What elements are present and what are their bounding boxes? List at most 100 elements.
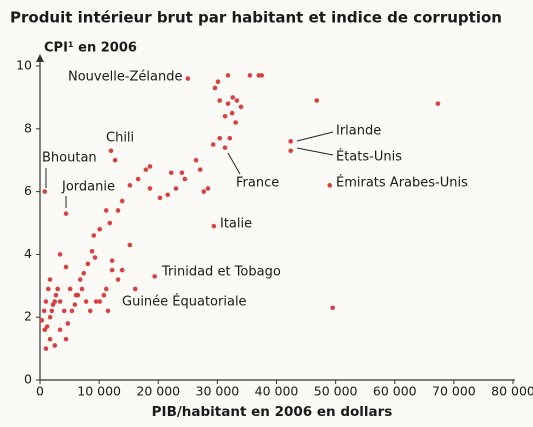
point: [72, 302, 78, 307]
point: [69, 308, 75, 314]
point: [127, 242, 133, 248]
point: [49, 308, 55, 314]
annotation-arrows: [45, 131, 334, 208]
point: [330, 305, 335, 311]
point: [93, 299, 99, 304]
point: [97, 226, 103, 232]
point: [259, 73, 265, 78]
point: [42, 189, 48, 194]
annotation: Italie: [220, 217, 252, 232]
annotation: Émirats Arabes-Unis: [336, 175, 468, 191]
point: [119, 267, 125, 273]
point: [103, 286, 109, 292]
point: [211, 223, 217, 229]
point: [233, 120, 239, 125]
x-tick-label: 0: [36, 384, 44, 399]
arrow: [227, 152, 241, 175]
point: [227, 135, 233, 141]
point: [43, 346, 49, 351]
point: [157, 195, 163, 201]
point: [101, 292, 107, 298]
point: [57, 327, 63, 333]
point: [63, 264, 69, 270]
point: [152, 274, 158, 279]
point: [81, 270, 87, 276]
point: [77, 277, 83, 282]
point: [83, 299, 89, 304]
arrow: [296, 131, 334, 142]
point: [210, 142, 216, 147]
x-tick-label: 60 000: [373, 384, 417, 399]
point: [45, 286, 51, 292]
point: [67, 286, 73, 292]
point: [215, 79, 221, 84]
point: [55, 286, 61, 292]
point: [119, 198, 125, 204]
arrow: [296, 147, 334, 156]
x-tick-label: 30 000: [196, 384, 240, 399]
point: [63, 336, 69, 342]
point: [225, 73, 231, 78]
point: [79, 286, 85, 292]
chart-title: Produit intérieur brut par habitant et i…: [10, 9, 502, 27]
point: [201, 189, 207, 194]
point: [229, 110, 235, 116]
point: [91, 233, 97, 238]
point: [63, 211, 69, 216]
point: [288, 139, 293, 144]
point: [238, 104, 244, 110]
point: [105, 308, 111, 314]
point: [109, 267, 115, 273]
point: [217, 98, 223, 103]
annotation: Chili: [106, 131, 134, 146]
point: [168, 170, 174, 176]
annotation: Guinée Équatoriale: [122, 294, 247, 310]
x-tick-label: 40 000: [255, 384, 299, 399]
point: [173, 186, 179, 191]
point: [314, 98, 320, 103]
annotation: Bhoutan: [42, 151, 97, 166]
annotation: France: [236, 176, 279, 191]
point: [182, 176, 188, 182]
point: [42, 327, 48, 333]
point: [234, 98, 240, 103]
point: [92, 255, 98, 260]
point: [115, 208, 121, 213]
point: [193, 157, 199, 163]
point: [47, 336, 53, 342]
point: [107, 220, 113, 226]
point: [65, 321, 71, 326]
point: [205, 186, 211, 191]
point: [135, 176, 141, 182]
point: [288, 148, 293, 154]
point: [50, 302, 56, 307]
point: [435, 101, 441, 106]
annotation: Irlande: [336, 124, 381, 139]
point: [97, 299, 103, 304]
point: [222, 145, 228, 150]
y-tick-label: 8: [24, 120, 32, 135]
point: [47, 277, 53, 282]
annotations: Nouvelle-Zélande Chili Bhoutan Jordanie …: [42, 70, 468, 310]
x-tick-label: 80 000: [491, 384, 533, 399]
point: [47, 314, 53, 320]
y-tick-label: 6: [24, 183, 32, 198]
point: [230, 95, 236, 100]
point: [57, 299, 63, 304]
y-axis-arrow: [36, 54, 44, 62]
point: [327, 183, 333, 188]
point: [165, 192, 171, 198]
y-tick-label: 2: [24, 309, 32, 324]
point: [87, 308, 93, 314]
x-tick-label: 50 000: [314, 384, 358, 399]
point: [109, 258, 115, 263]
point: [85, 261, 91, 267]
point: [212, 85, 218, 91]
point: [73, 292, 79, 298]
point: [147, 164, 153, 169]
point: [115, 277, 121, 282]
annotation: Nouvelle-Zélande: [68, 70, 183, 85]
x-tick-label: 20 000: [136, 384, 180, 399]
point: [108, 148, 114, 154]
